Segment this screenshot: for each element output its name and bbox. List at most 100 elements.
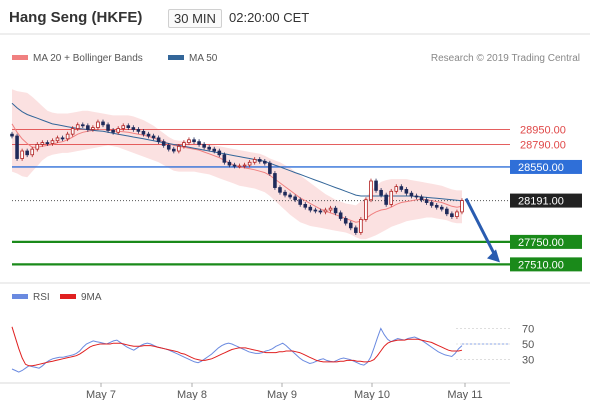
- candle: [40, 142, 45, 145]
- legend-label-ma50: MA 50: [189, 53, 218, 64]
- candle: [293, 196, 297, 201]
- candle: [151, 135, 156, 139]
- rsi-panel: 70 50 30: [11, 323, 534, 373]
- resistance-label: 28790.00: [520, 139, 566, 151]
- candle: [384, 194, 388, 205]
- x-tick-label: May 8: [177, 389, 207, 400]
- candle: [399, 186, 404, 190]
- last-price-label: 28191.00: [518, 196, 564, 208]
- rsi-tick-label: 30: [522, 355, 534, 367]
- candle: [333, 207, 338, 214]
- x-axis: May 7 May 8 May 9 May 10 May 11: [0, 382, 510, 400]
- legend-label-rsi: RSI: [33, 292, 50, 303]
- candle: [354, 227, 358, 233]
- pivot-label-bg: [510, 159, 582, 174]
- candle: [328, 207, 333, 211]
- candle: [45, 142, 50, 144]
- candle: [318, 210, 323, 213]
- candle: [364, 199, 368, 220]
- candle: [343, 218, 348, 224]
- legend-swatch-rsi: [12, 294, 28, 299]
- candle: [106, 124, 110, 131]
- levels-layer: [12, 129, 510, 266]
- legend-swatch-9ma: [60, 294, 76, 299]
- candle: [424, 199, 429, 203]
- main-legend: MA 20 + Bollinger Bands MA 50 Research ©…: [12, 53, 580, 64]
- candle: [288, 194, 292, 198]
- candle: [338, 212, 343, 219]
- x-tick-label: May 10: [354, 389, 390, 400]
- candle: [161, 141, 166, 146]
- candle: [283, 191, 287, 196]
- candle: [359, 219, 363, 233]
- candle: [460, 200, 464, 213]
- credit-text: Research © 2019 Trading Central: [431, 53, 580, 64]
- legend-label-ma20: MA 20 + Bollinger Bands: [33, 53, 143, 64]
- candle: [202, 144, 206, 148]
- bollinger-band: [12, 89, 462, 240]
- candle: [187, 139, 191, 143]
- candle: [177, 145, 181, 152]
- timestamp: 02:20:00 CET: [229, 10, 310, 25]
- candle: [222, 154, 227, 163]
- rsi-9ma-line: [11, 326, 463, 367]
- candle: [141, 130, 146, 135]
- candle: [20, 150, 24, 159]
- legend-swatch-ma20: [12, 55, 28, 60]
- candle: [455, 211, 459, 217]
- candle: [308, 206, 313, 211]
- candle: [389, 190, 394, 205]
- candle: [379, 189, 383, 196]
- candle: [409, 192, 414, 197]
- candle: [450, 213, 454, 218]
- legend-label-9ma: 9MA: [81, 292, 102, 303]
- bollinger-fill: [12, 89, 462, 240]
- pivot-label: 28550.00: [518, 162, 564, 174]
- candle: [126, 125, 131, 129]
- candle: [298, 199, 302, 205]
- candle: [247, 161, 252, 166]
- x-tick-label: May 7: [86, 389, 116, 400]
- candle: [172, 148, 176, 152]
- candle: [257, 159, 262, 162]
- candle: [207, 146, 211, 150]
- candle: [96, 121, 100, 129]
- timeframe-badge[interactable]: 30 MIN: [168, 9, 222, 28]
- candle: [166, 144, 171, 150]
- candle: [121, 125, 126, 129]
- candle: [116, 128, 120, 133]
- candle: [273, 173, 277, 188]
- candle: [414, 195, 419, 198]
- candle: [136, 129, 141, 132]
- candle: [374, 180, 378, 191]
- candle: [313, 209, 318, 212]
- candle: [35, 144, 40, 150]
- candle: [15, 135, 19, 159]
- candle: [369, 180, 373, 201]
- candle: [242, 164, 247, 167]
- rsi-line: [11, 327, 463, 373]
- support-label-bg: [510, 257, 582, 272]
- candle: [237, 165, 242, 168]
- legend-swatch-ma50: [168, 55, 184, 60]
- forecast-arrow: [464, 197, 500, 263]
- candle: [70, 128, 75, 135]
- candle: [419, 196, 424, 201]
- support-label: 27750.00: [518, 237, 564, 249]
- candle: [429, 202, 434, 206]
- candle: [25, 150, 29, 156]
- candle: [75, 124, 80, 129]
- candle: [348, 222, 353, 229]
- support-label-bg: [510, 234, 582, 249]
- candles-layer: [10, 119, 464, 235]
- support-label: 27510.00: [518, 259, 564, 271]
- candle: [111, 130, 115, 133]
- candle: [192, 139, 196, 143]
- candle: [404, 189, 409, 194]
- x-tick-label: May 9: [267, 389, 297, 400]
- price-labels: 28950.00 28790.00 28550.00 28191.00 27750.00…: [510, 124, 582, 272]
- candle: [131, 127, 136, 130]
- candle: [101, 121, 105, 126]
